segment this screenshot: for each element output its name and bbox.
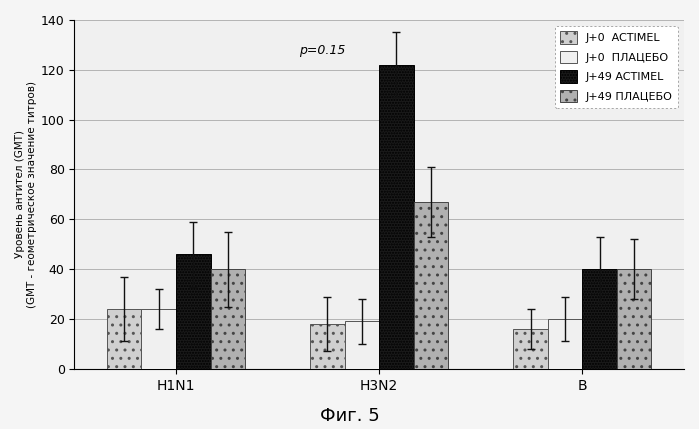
Bar <box>345 321 379 369</box>
Y-axis label: Уровень антител (GMT)
(GMT - геометрическое значение титров): Уровень антител (GMT) (GMT - геометричес… <box>15 81 36 308</box>
Bar <box>210 269 245 369</box>
Bar <box>617 269 651 369</box>
Bar <box>310 324 345 369</box>
Bar <box>141 309 176 369</box>
Text: Фиг. 5: Фиг. 5 <box>319 407 380 425</box>
Bar <box>548 319 582 369</box>
Bar <box>107 309 141 369</box>
Bar <box>513 329 548 369</box>
Legend: J+0  ACTIMEL, J+0  ПЛАЦЕБО, J+49 ACTIMEL, J+49 ПЛАЦЕБО: J+0 ACTIMEL, J+0 ПЛАЦЕБО, J+49 ACTIMEL, … <box>555 26 679 108</box>
Bar <box>414 202 448 369</box>
Bar <box>582 269 617 369</box>
Text: p=0.15: p=0.15 <box>299 44 345 57</box>
Bar <box>176 254 210 369</box>
Bar <box>379 65 414 369</box>
